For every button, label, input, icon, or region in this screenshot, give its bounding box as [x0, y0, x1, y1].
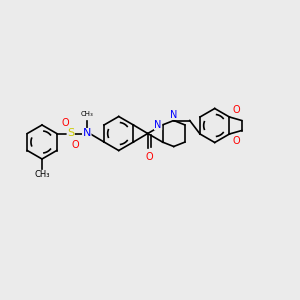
Text: O: O — [232, 136, 240, 146]
Text: S: S — [67, 128, 74, 139]
Text: N: N — [170, 110, 177, 119]
Text: O: O — [232, 105, 240, 115]
Text: CH₃: CH₃ — [80, 112, 93, 118]
Text: O: O — [62, 118, 70, 128]
Text: N: N — [154, 120, 162, 130]
Text: O: O — [72, 140, 80, 149]
Text: O: O — [146, 152, 153, 161]
Text: N: N — [82, 128, 91, 139]
Text: CH₃: CH₃ — [34, 170, 50, 179]
